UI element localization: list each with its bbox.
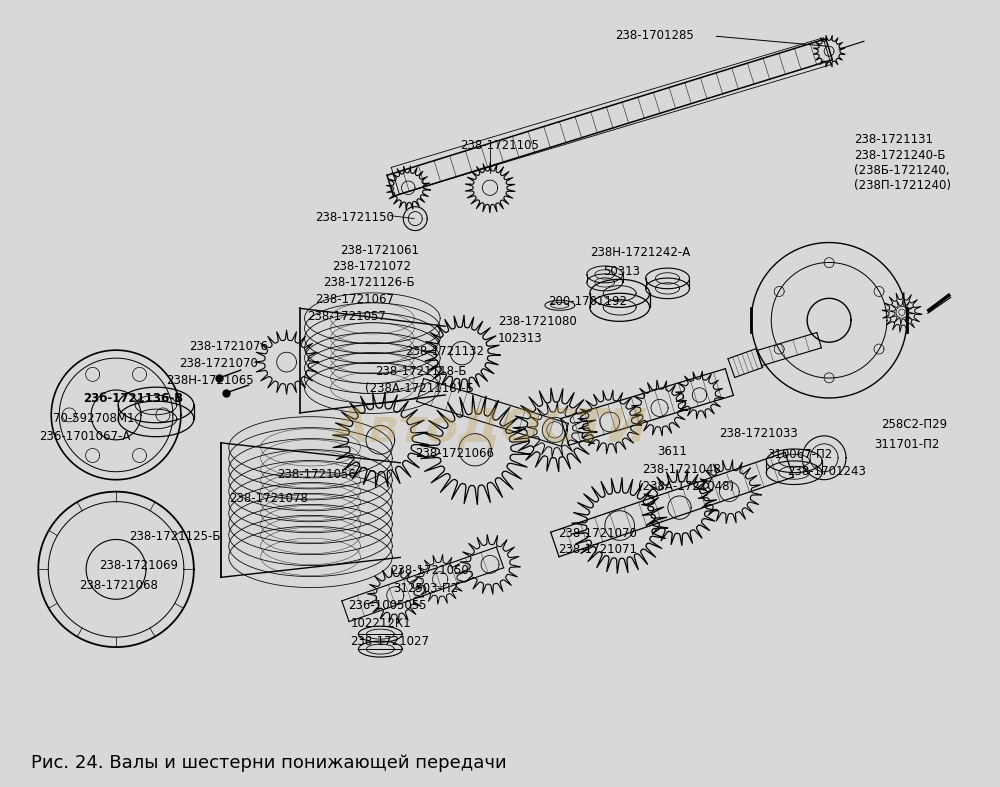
Text: 238-1721080: 238-1721080 — [498, 316, 577, 328]
Text: 238-1721068: 238-1721068 — [79, 579, 158, 593]
Text: (238А-1721118)-Б: (238А-1721118)-Б — [365, 382, 474, 395]
Text: 70-592708М1: 70-592708М1 — [53, 412, 135, 425]
Text: 238-1721066: 238-1721066 — [415, 447, 494, 460]
Text: 238-1721048: 238-1721048 — [643, 463, 721, 476]
Text: 238-1721027: 238-1721027 — [350, 635, 429, 648]
Text: 258С2-П29: 258С2-П29 — [881, 418, 947, 431]
Text: 238-1721126-Б: 238-1721126-Б — [323, 276, 415, 290]
Text: 3611: 3611 — [658, 445, 687, 458]
Text: 102313: 102313 — [498, 332, 543, 345]
Text: 50313: 50313 — [603, 265, 640, 279]
Text: 238-1721067: 238-1721067 — [316, 294, 395, 306]
Text: 238-1721131: 238-1721131 — [854, 133, 933, 146]
Text: 236-1701067-А: 236-1701067-А — [39, 430, 131, 443]
Text: 238-1721072: 238-1721072 — [332, 260, 411, 273]
Text: 238-1701243: 238-1701243 — [787, 465, 866, 478]
Text: (238А-1721048): (238А-1721048) — [638, 480, 734, 493]
Text: 238-1721105: 238-1721105 — [460, 139, 539, 152]
Text: 310067-П2: 310067-П2 — [767, 448, 833, 461]
Text: 311701-П2: 311701-П2 — [874, 438, 939, 451]
Text: 238-1721057: 238-1721057 — [308, 310, 386, 323]
Text: 238-1721056: 238-1721056 — [278, 467, 356, 481]
Text: Рис. 24. Валы и шестерни понижающей передачи: Рис. 24. Валы и шестерни понижающей пере… — [31, 754, 507, 772]
Text: 236-1005055: 236-1005055 — [348, 599, 427, 612]
Text: 238-1721132: 238-1721132 — [405, 345, 484, 358]
Text: 238-1721070: 238-1721070 — [179, 357, 258, 370]
Text: 238-1721033: 238-1721033 — [719, 427, 798, 440]
Text: 238-1721050: 238-1721050 — [390, 564, 469, 578]
Text: (238П-1721240): (238П-1721240) — [854, 179, 951, 192]
Text: 238-1721061: 238-1721061 — [340, 243, 419, 257]
Text: АвтоДОСТИ: АвтоДОСТИ — [333, 408, 648, 453]
Text: 238-1721069: 238-1721069 — [99, 560, 178, 572]
Text: 238-1721071: 238-1721071 — [558, 544, 637, 556]
Text: 200-1701192: 200-1701192 — [548, 295, 627, 309]
Text: (238Б-1721240,: (238Б-1721240, — [854, 164, 950, 177]
Text: 238-1721150: 238-1721150 — [316, 211, 394, 224]
Text: 312503-П2: 312503-П2 — [393, 582, 458, 595]
Text: 238-1721078: 238-1721078 — [229, 492, 308, 504]
Text: 238-1701285: 238-1701285 — [615, 29, 693, 42]
Text: 23б-1721136-В: 23б-1721136-В — [83, 392, 183, 405]
Text: 238-1721125-Б: 238-1721125-Б — [129, 530, 221, 542]
Text: 238Н-1721065: 238Н-1721065 — [166, 374, 254, 387]
Text: 238-1721070: 238-1721070 — [558, 527, 637, 540]
Text: 102212К1: 102212К1 — [350, 617, 411, 630]
Text: 238-1721118-Б: 238-1721118-Б — [375, 365, 467, 378]
Text: 238-1721076: 238-1721076 — [189, 340, 268, 353]
Text: 238Н-1721242-А: 238Н-1721242-А — [590, 246, 690, 258]
Text: 238-1721240-Б: 238-1721240-Б — [854, 149, 946, 162]
